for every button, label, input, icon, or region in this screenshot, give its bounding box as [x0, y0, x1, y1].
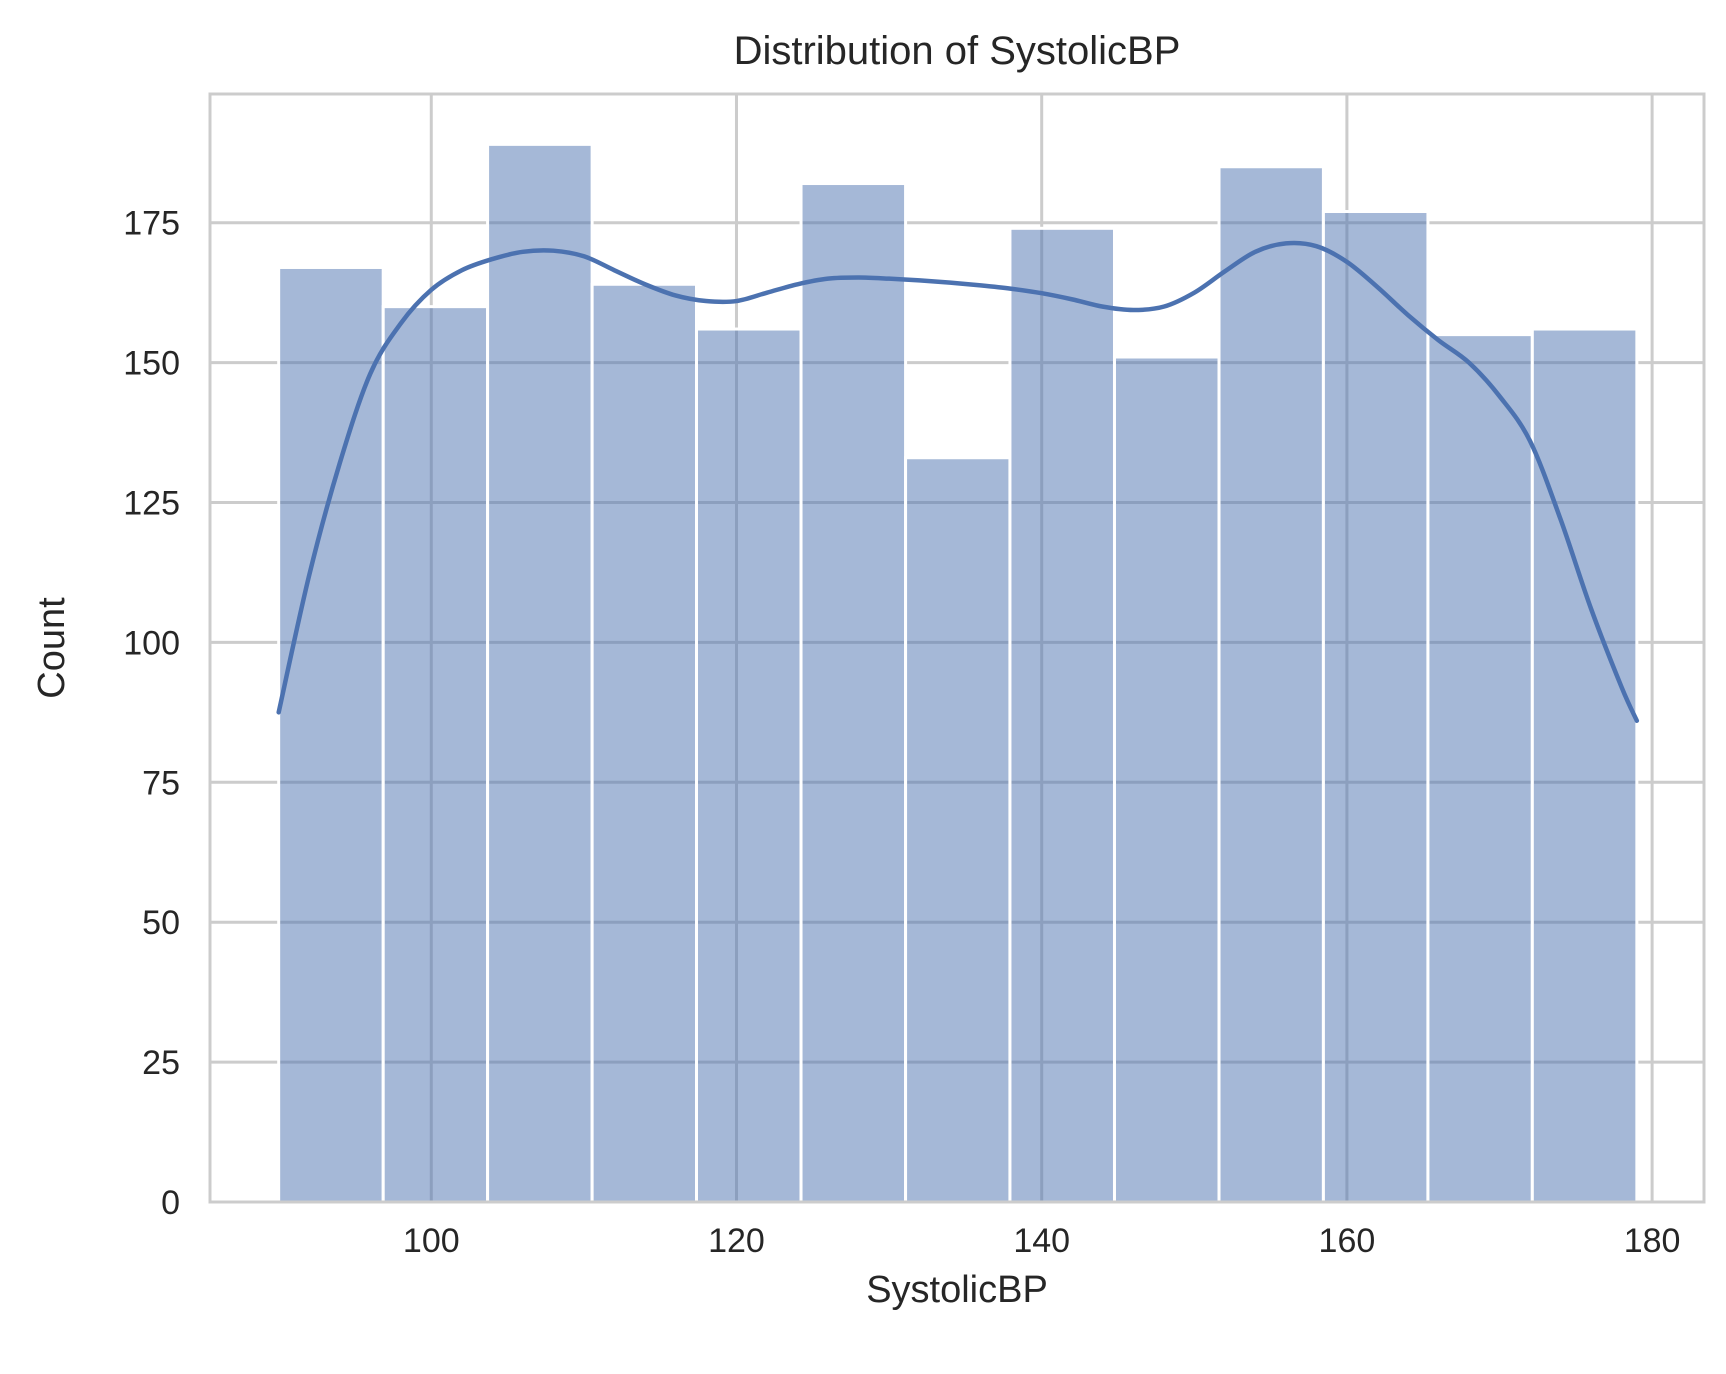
y-axis-label: Count [31, 597, 73, 699]
y-tick-label: 175 [123, 205, 180, 243]
histogram-bar [1530, 327, 1639, 1204]
bars-layer [277, 142, 1639, 1204]
y-tick-label: 75 [142, 764, 180, 802]
y-tick-label: 25 [142, 1044, 180, 1082]
histogram-bar [1321, 210, 1430, 1204]
x-tick-label: 140 [1013, 1222, 1070, 1260]
y-tick-label: 125 [123, 485, 180, 523]
x-axis-label: SystolicBP [866, 1269, 1048, 1311]
x-tick-labels: 100 120 140 160 180 [403, 1222, 1681, 1260]
histogram-bar [799, 182, 908, 1204]
x-tick-label: 160 [1319, 1222, 1376, 1260]
histogram-bar [1112, 355, 1221, 1204]
x-tick-label: 180 [1624, 1222, 1681, 1260]
histogram-bar [277, 265, 385, 1204]
x-tick-label: 100 [403, 1222, 460, 1260]
histogram-bar [590, 282, 699, 1204]
y-tick-label: 100 [123, 624, 180, 662]
histogram-bar [486, 142, 594, 1204]
histogram-bar [381, 305, 490, 1204]
histogram-bar [1008, 226, 1116, 1204]
x-tick-label: 120 [708, 1222, 765, 1260]
chart-title: Distribution of SystolicBP [734, 29, 1181, 73]
histogram-bar [1217, 165, 1325, 1204]
histogram-bar [695, 327, 803, 1204]
kde-curve [276, 240, 1640, 723]
y-tick-labels: 0 25 50 75 100 125 150 175 [123, 205, 180, 1222]
y-tick-label: 50 [142, 904, 180, 942]
y-tick-label: 0 [161, 1184, 180, 1222]
kde-layer [276, 240, 1640, 723]
histogram-bar [904, 456, 1012, 1204]
y-tick-label: 150 [123, 345, 180, 383]
histogram-bar [1426, 333, 1534, 1204]
plot-frame [208, 92, 1706, 1204]
